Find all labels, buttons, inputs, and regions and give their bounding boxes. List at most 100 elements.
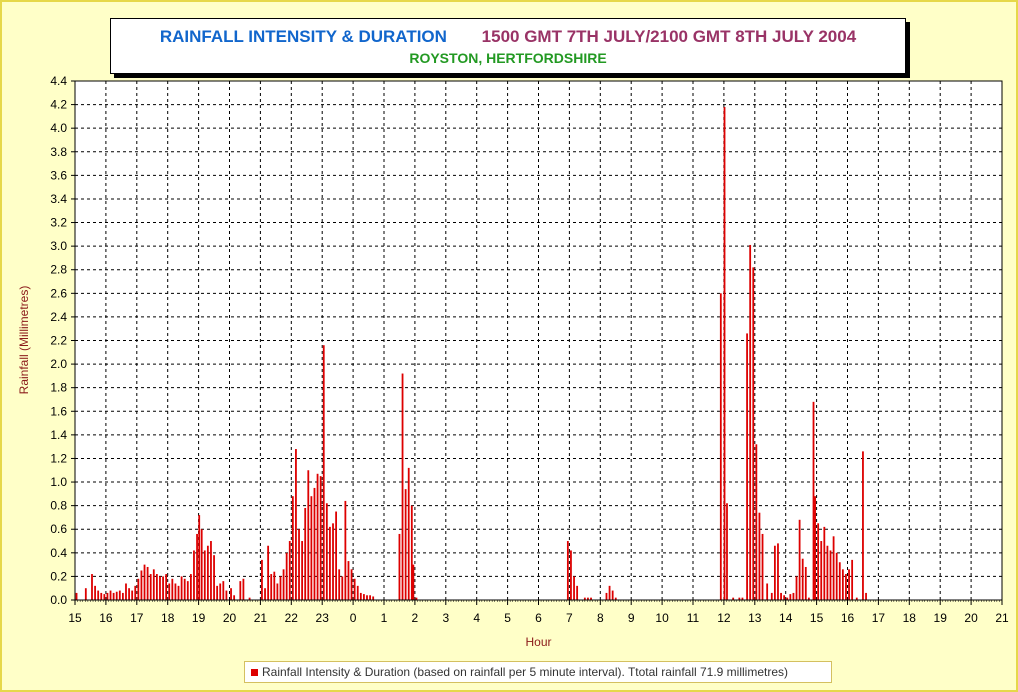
x-tick-label: 16 <box>841 611 855 625</box>
rainfall-bar <box>307 470 310 600</box>
rainfall-bar <box>288 541 291 600</box>
y-tick-label: 2.4 <box>50 310 67 324</box>
rainfall-bar <box>363 594 365 600</box>
x-tick-label: 12 <box>717 611 731 625</box>
rainfall-bar <box>608 585 611 600</box>
rainfall-bar <box>752 267 755 600</box>
legend: Rainfall Intensity & Duration (based on … <box>244 661 832 683</box>
chart-subtitle: ROYSTON, HERTFORDSHIRE <box>409 50 607 66</box>
x-tick-label: 19 <box>192 611 206 625</box>
y-tick-label: 1.8 <box>50 381 67 395</box>
x-tick-label: 8 <box>597 611 604 625</box>
rainfall-bar <box>835 552 838 600</box>
rainfall-bar <box>291 496 294 600</box>
y-tick-label: 1.2 <box>50 451 67 465</box>
x-tick-label: 18 <box>903 611 917 625</box>
rainfall-bar <box>789 594 792 600</box>
legend-swatch <box>251 668 258 676</box>
rainfall-bar <box>183 578 186 600</box>
y-tick-label: 1.4 <box>50 428 67 442</box>
rainfall-bar <box>193 550 195 600</box>
rainfall-bar <box>838 562 841 600</box>
rainfall-bar <box>304 507 307 600</box>
plot-border <box>74 80 1003 601</box>
x-tick-label: 3 <box>442 611 449 625</box>
x-axis-label: Hour <box>525 635 551 649</box>
rainfall-bar <box>174 583 177 600</box>
rainfall-bar <box>820 541 823 600</box>
rainfall-bar <box>755 444 758 600</box>
rainfall-bar <box>276 583 279 600</box>
y-tick-label: 3.4 <box>50 192 67 206</box>
x-tick-label: 0 <box>350 611 357 625</box>
rainfall-bar <box>216 585 219 600</box>
rainfall-bar <box>590 597 592 600</box>
y-tick-label: 0.4 <box>50 546 67 560</box>
rainfall-bar <box>398 533 401 600</box>
rainfall-bar <box>168 583 171 600</box>
title-box: RAINFALL INTENSITY & DURATION 1500 GMT 7… <box>110 18 906 74</box>
rainfall-bar <box>845 574 847 600</box>
rainfall-bar <box>817 523 820 600</box>
y-tick-label: 4.2 <box>50 98 67 112</box>
y-tick-label: 2.8 <box>50 263 67 277</box>
rainfall-bar <box>131 590 134 600</box>
x-tick-label: 17 <box>872 611 886 625</box>
rainfall-bar <box>239 581 242 600</box>
rainfall-bar <box>261 559 263 600</box>
rainfall-bar <box>115 591 118 600</box>
rainfall-bar <box>171 578 174 600</box>
rainfall-bar <box>777 543 779 600</box>
rainfall-bar <box>103 594 106 600</box>
y-tick-label: 2.2 <box>50 334 67 348</box>
rainfall-bar <box>210 541 212 600</box>
rainfall-bar <box>198 515 201 600</box>
rainfall-bar <box>112 592 115 600</box>
rainfall-bar <box>372 596 375 600</box>
x-tick-label: 17 <box>130 611 144 625</box>
rainfall-bar <box>749 244 752 600</box>
rainfall-bar <box>841 569 844 600</box>
rainfall-bar <box>149 574 152 600</box>
rainfall-bar <box>780 592 782 600</box>
x-tick-label: 21 <box>995 611 1009 625</box>
x-tick-label: 19 <box>934 611 948 625</box>
rainfall-bar <box>407 467 410 600</box>
rainfall-bar <box>404 489 407 600</box>
rainfall-bar <box>134 585 137 600</box>
y-tick-label: 2.0 <box>50 357 67 371</box>
rainfall-bar <box>741 597 744 600</box>
x-tick-label: 22 <box>285 611 299 625</box>
rainfall-bar <box>128 588 130 600</box>
rainfall-bar <box>109 590 112 600</box>
rainfall-bar <box>587 597 589 600</box>
rainfall-bar <box>570 550 572 600</box>
rainfall-bar <box>264 588 266 600</box>
rainfall-bar <box>329 526 331 600</box>
x-tick-label: 21 <box>254 611 268 625</box>
y-tick-label: 2.6 <box>50 286 67 300</box>
rainfall-bar <box>222 581 225 600</box>
rainfall-bar <box>118 590 121 600</box>
rainfall-bar <box>804 566 807 600</box>
rainfall-bar <box>807 597 810 600</box>
y-tick-label: 1.6 <box>50 404 67 418</box>
chart-title-left: RAINFALL INTENSITY & DURATION <box>159 27 447 46</box>
rainfall-bar <box>295 449 297 600</box>
rainfall-bar <box>230 588 232 600</box>
rainfall-bar <box>761 533 764 600</box>
rainfall-bar <box>200 529 203 600</box>
rainfall-bar <box>155 574 158 600</box>
rainfall-bar <box>401 373 404 600</box>
y-tick-label: 0.2 <box>50 569 67 583</box>
rainfall-bar <box>75 592 78 600</box>
y-tick-label: 4.0 <box>50 121 67 135</box>
rainfall-bar <box>177 585 180 600</box>
x-tick-label: 23 <box>316 611 330 625</box>
x-tick-label: 13 <box>748 611 762 625</box>
rainfall-bar <box>758 512 761 600</box>
rainfall-bar <box>106 592 109 600</box>
rainfall-bar <box>829 550 832 600</box>
y-tick-label: 3.2 <box>50 216 67 230</box>
